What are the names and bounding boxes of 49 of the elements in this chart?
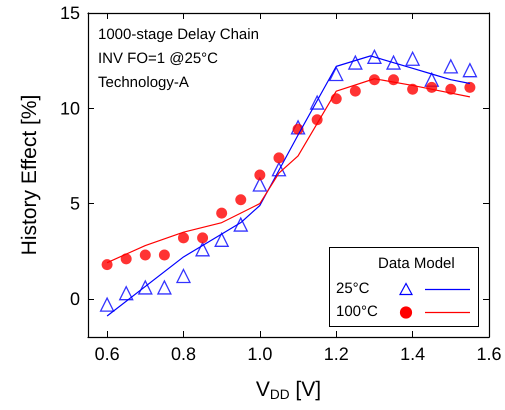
point: [329, 66, 344, 82]
annotation: 1000-stage Delay Chain: [98, 26, 259, 43]
x-tick-label: 1.0: [247, 344, 272, 364]
x-tick-label: 1.2: [324, 344, 349, 364]
y-tick-label: 15: [60, 3, 80, 23]
point: [195, 242, 210, 256]
point: [310, 95, 324, 110]
point: [386, 55, 401, 70]
point: [444, 59, 458, 74]
point: [178, 232, 189, 244]
point: [214, 232, 229, 247]
point: [348, 55, 362, 70]
point: [235, 194, 246, 206]
point: [462, 63, 478, 78]
point: [273, 152, 284, 164]
point: [197, 232, 208, 244]
y-tick-label: 10: [60, 98, 80, 118]
point: [272, 162, 286, 176]
point: [119, 286, 134, 300]
point: [252, 177, 268, 192]
point: [120, 253, 132, 264]
point: [254, 170, 266, 180]
point: [157, 280, 172, 295]
point: [405, 52, 420, 66]
point: [100, 297, 114, 312]
point: [367, 50, 382, 64]
point: [464, 82, 476, 93]
point: [424, 72, 439, 87]
x-tick-label: 0.6: [94, 344, 120, 364]
point: [138, 280, 152, 295]
y-tick-label: 5: [70, 194, 80, 214]
point: [234, 217, 248, 232]
y-tick-label: 0: [70, 288, 80, 309]
y-axis-title: History Effect [%]: [18, 94, 41, 256]
annotation: INV FO=1 @25°C: [98, 50, 218, 67]
point: [158, 250, 170, 261]
point: [102, 259, 113, 270]
point: [350, 86, 361, 97]
x-tick-label: 0.8: [170, 344, 196, 364]
point: [176, 268, 191, 284]
point: [216, 208, 228, 219]
legend-label: 25°C: [336, 280, 370, 296]
legend-title: Data Model: [378, 255, 455, 272]
x-tick-label: 1.6: [476, 344, 502, 364]
x-tick-label: 1.4: [400, 344, 426, 364]
legend-label: 100°C: [336, 302, 378, 320]
point: [290, 120, 306, 135]
point: [140, 250, 151, 261]
annotation: Technology-A: [98, 74, 189, 91]
